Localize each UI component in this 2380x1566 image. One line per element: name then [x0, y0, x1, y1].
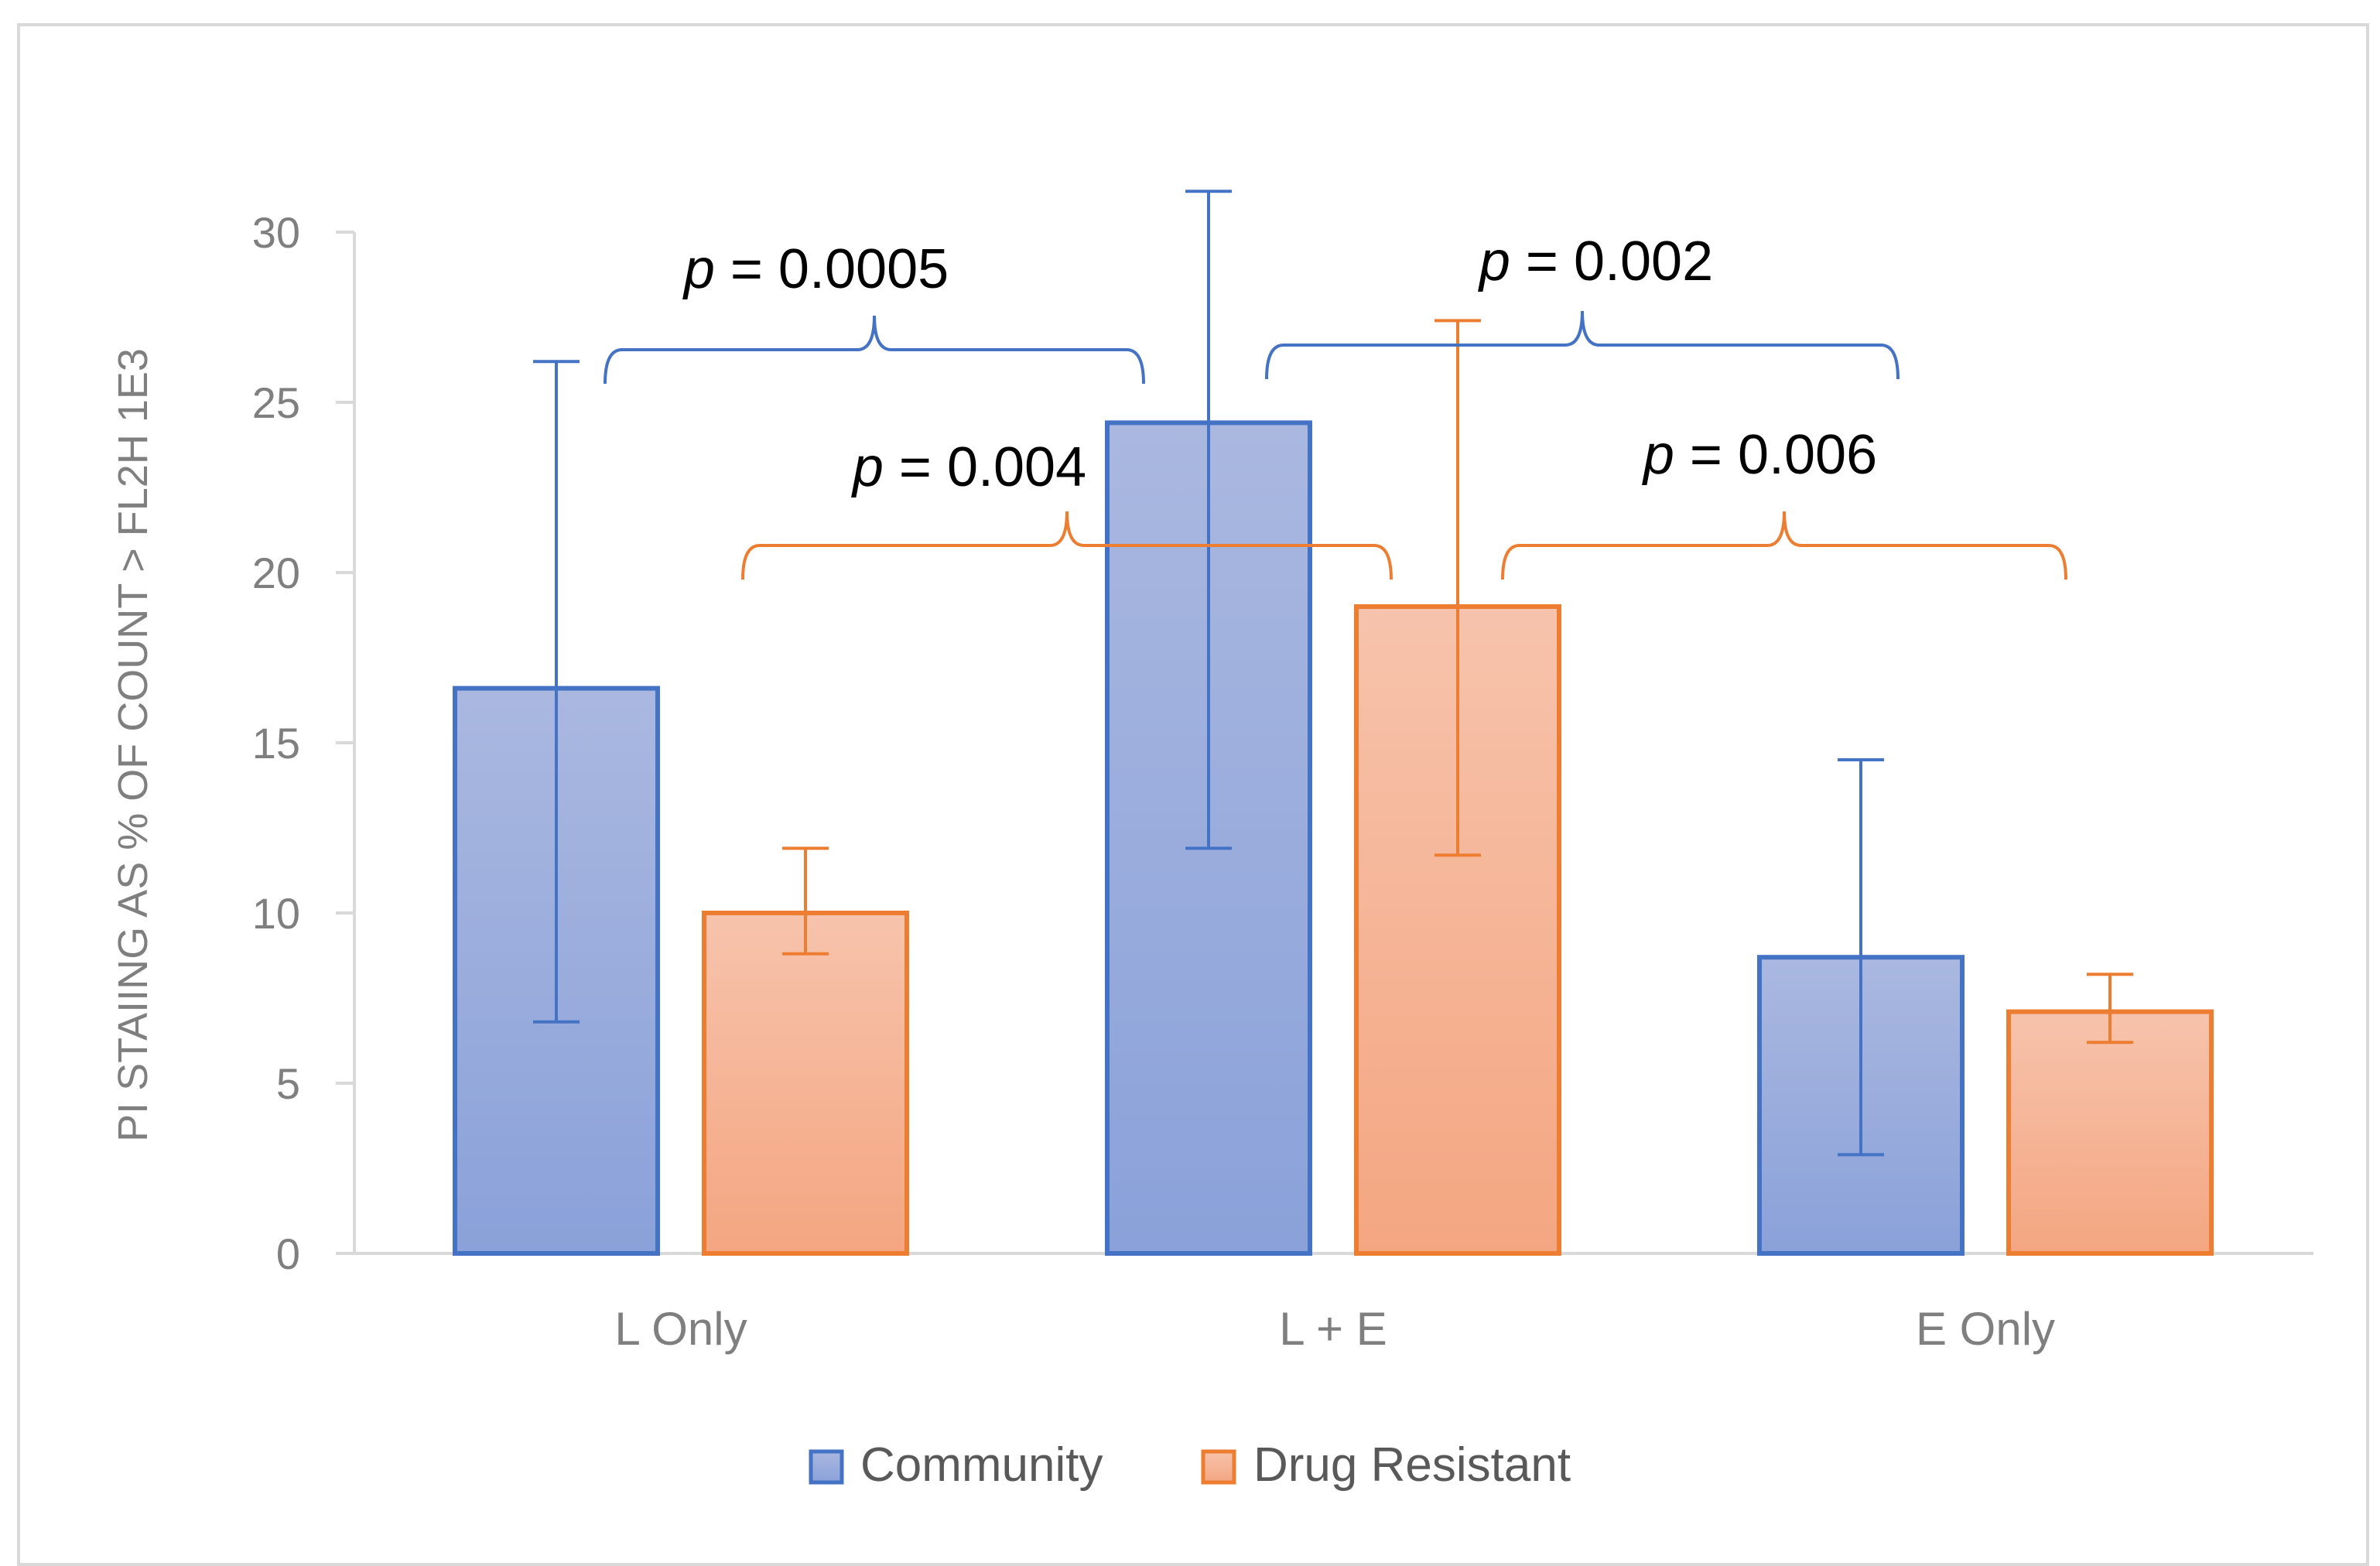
- y-tick-label: 10: [252, 889, 300, 938]
- x-tick-label: E Only: [1916, 1303, 2055, 1355]
- bar-drug-resistant-0: [702, 911, 909, 1256]
- y-tick-label: 30: [252, 208, 300, 257]
- significance-brace: [604, 315, 1145, 385]
- legend-label: Community: [860, 1438, 1103, 1492]
- p-value-label: p = 0.006: [1642, 424, 1877, 486]
- bars: [453, 420, 2214, 1256]
- y-tick-label: 20: [252, 549, 300, 597]
- significance-brace: [741, 511, 1393, 580]
- y-tick-label: 15: [252, 719, 300, 768]
- y-tick-label: 25: [252, 378, 300, 427]
- y-axis: 0 5 10 15 20 25 30: [252, 208, 356, 1278]
- significance-annotations: p = 0.0005 p = 0.002 p = 0.004 p = 0.006: [604, 231, 2067, 580]
- p-value-label: p = 0.002: [1478, 231, 1713, 292]
- legend-label: Drug Resistant: [1253, 1438, 1571, 1492]
- bar-drug-resistant-2: [2006, 1009, 2214, 1256]
- x-tick-label: L Only: [614, 1303, 747, 1355]
- x-axis: L Only L + E E Only: [354, 1252, 2313, 1355]
- significance-brace: [1265, 310, 1900, 380]
- significance-brace: [1501, 511, 2067, 580]
- x-tick-label: L + E: [1279, 1303, 1387, 1355]
- p-value-label: p = 0.004: [851, 436, 1086, 498]
- legend: Community Drug Resistant: [809, 1438, 1571, 1492]
- legend-swatch-drug-resistant: [1201, 1449, 1236, 1485]
- legend-swatch-community: [809, 1449, 844, 1485]
- y-axis-title: PI STAIING AS % OF COUNT > FL2H 1E3: [110, 348, 156, 1142]
- p-value-label: p = 0.0005: [682, 238, 949, 300]
- error-bars: [533, 190, 2133, 1157]
- y-tick-label: 5: [276, 1059, 300, 1108]
- y-tick-label: 0: [276, 1229, 300, 1278]
